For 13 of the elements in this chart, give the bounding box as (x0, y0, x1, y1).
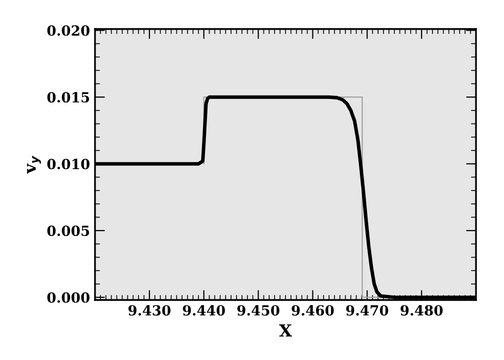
x-tick-label: 9.450 (237, 305, 280, 316)
x-tick-label: 9.440 (182, 305, 225, 316)
y-tick-label: 0.010 (47, 158, 90, 170)
x-tick-label: 9.480 (400, 305, 443, 316)
y-tick-label: 0.005 (47, 226, 90, 236)
y-tick-label: 0.020 (47, 25, 90, 36)
x-tick-label: 9.470 (346, 305, 388, 316)
x-tick-label: 9.430 (128, 305, 171, 316)
x-tick-label: 9.460 (292, 305, 334, 316)
x-axis-title: X (279, 324, 292, 337)
y-tick-label: 0.000 (47, 292, 90, 303)
y-tick-label: 0.015 (47, 92, 90, 103)
y-axis-title: v$_{y}$ (27, 156, 41, 174)
